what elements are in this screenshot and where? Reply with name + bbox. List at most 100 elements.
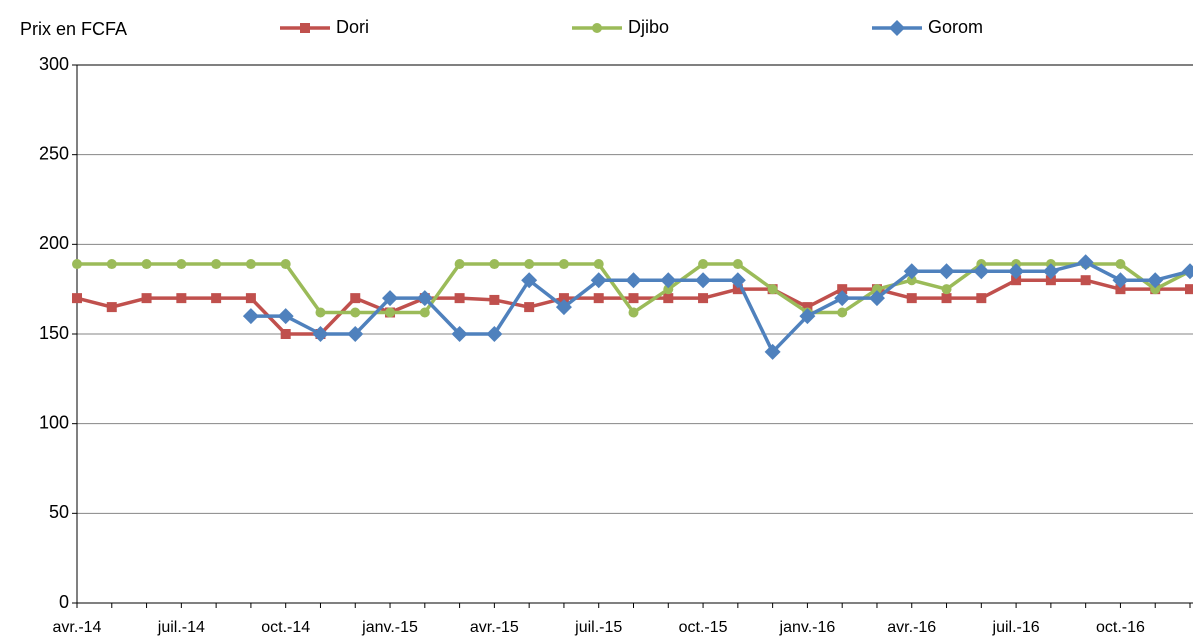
data-point [315, 307, 326, 318]
x-tick-label: avr.-15 [470, 619, 519, 636]
legend-marker [889, 20, 905, 36]
data-point [176, 293, 187, 304]
legend-label: Dori [336, 17, 369, 37]
legend-marker [300, 23, 310, 33]
x-tick-label: oct.-14 [261, 619, 310, 636]
data-point [698, 293, 709, 304]
data-point [347, 326, 364, 342]
series-line [250, 260, 1191, 354]
data-point [1077, 254, 1094, 271]
data-point [72, 293, 82, 304]
data-point [906, 275, 917, 286]
data-point [1011, 275, 1022, 286]
data-point [245, 259, 256, 270]
data-point [141, 293, 152, 304]
data-point [350, 293, 361, 304]
data-point [555, 299, 572, 316]
data-point [903, 263, 920, 280]
x-tick-label: juil.-14 [157, 619, 205, 636]
data-point [729, 272, 746, 289]
data-point [1045, 275, 1056, 286]
data-point [698, 259, 709, 270]
data-point [350, 307, 361, 318]
data-point [938, 263, 955, 280]
data-point [941, 284, 952, 295]
data-point [660, 272, 677, 289]
data-point [245, 293, 256, 304]
data-point [1182, 263, 1193, 280]
data-point [1150, 284, 1161, 295]
data-point [524, 302, 535, 313]
data-point [663, 284, 674, 295]
data-point [242, 308, 259, 325]
data-point [211, 259, 222, 270]
y-tick-label: 100 [39, 412, 69, 432]
data-point [871, 284, 882, 295]
data-point [1185, 284, 1193, 295]
y-tick-label: 150 [39, 323, 69, 343]
data-point [906, 293, 917, 304]
legend-marker [592, 23, 602, 33]
x-tick-label: juil.-16 [992, 619, 1040, 636]
data-point [837, 284, 848, 295]
x-tick-label: oct.-15 [679, 619, 728, 636]
data-point [416, 290, 433, 307]
data-point [1080, 275, 1091, 286]
y-tick-label: 0 [59, 592, 69, 612]
data-point [732, 259, 743, 270]
series-line [76, 278, 1190, 336]
data-point [802, 302, 813, 313]
data-point [695, 272, 712, 289]
data-point [558, 259, 569, 270]
data-point [1008, 263, 1025, 280]
x-tick-label: avr.-16 [887, 619, 936, 636]
x-tick-label: oct.-16 [1096, 619, 1145, 636]
data-point [141, 259, 152, 270]
data-point [454, 259, 465, 270]
data-point [941, 293, 952, 304]
data-point [1115, 259, 1126, 270]
data-point [454, 293, 465, 304]
data-point [868, 290, 885, 307]
data-point [385, 307, 396, 318]
data-point [277, 308, 294, 325]
x-tick-label: juil.-15 [574, 619, 622, 636]
data-point [176, 259, 187, 270]
data-point [382, 290, 399, 307]
data-point [628, 293, 639, 304]
x-tick-label: avr.-14 [53, 619, 102, 636]
data-point [837, 307, 848, 318]
y-axis-label: Prix en FCFA [20, 19, 127, 39]
data-point [732, 284, 743, 295]
data-point [419, 307, 430, 318]
data-point [973, 263, 990, 280]
data-point [663, 293, 674, 304]
data-point [625, 272, 642, 289]
x-tick-label: janv.-15 [361, 619, 418, 636]
data-point [1147, 272, 1164, 289]
data-point [280, 329, 291, 339]
data-point [521, 272, 538, 289]
y-tick-label: 300 [39, 54, 69, 74]
data-point [590, 272, 607, 289]
data-point [799, 308, 816, 325]
data-point [106, 302, 117, 313]
data-point [489, 259, 500, 270]
data-point [312, 326, 329, 342]
data-point [280, 259, 291, 270]
data-point [1112, 272, 1129, 289]
data-point [593, 259, 604, 270]
data-point [72, 259, 82, 270]
data-point [211, 293, 222, 304]
data-point [486, 326, 503, 342]
data-point [628, 307, 639, 318]
data-point [593, 293, 604, 304]
data-point [451, 326, 468, 342]
data-point [524, 259, 535, 270]
legend-label: Gorom [928, 17, 983, 37]
y-tick-label: 250 [39, 143, 69, 163]
data-point [764, 343, 781, 360]
y-tick-label: 200 [39, 233, 69, 253]
data-point [976, 293, 987, 304]
